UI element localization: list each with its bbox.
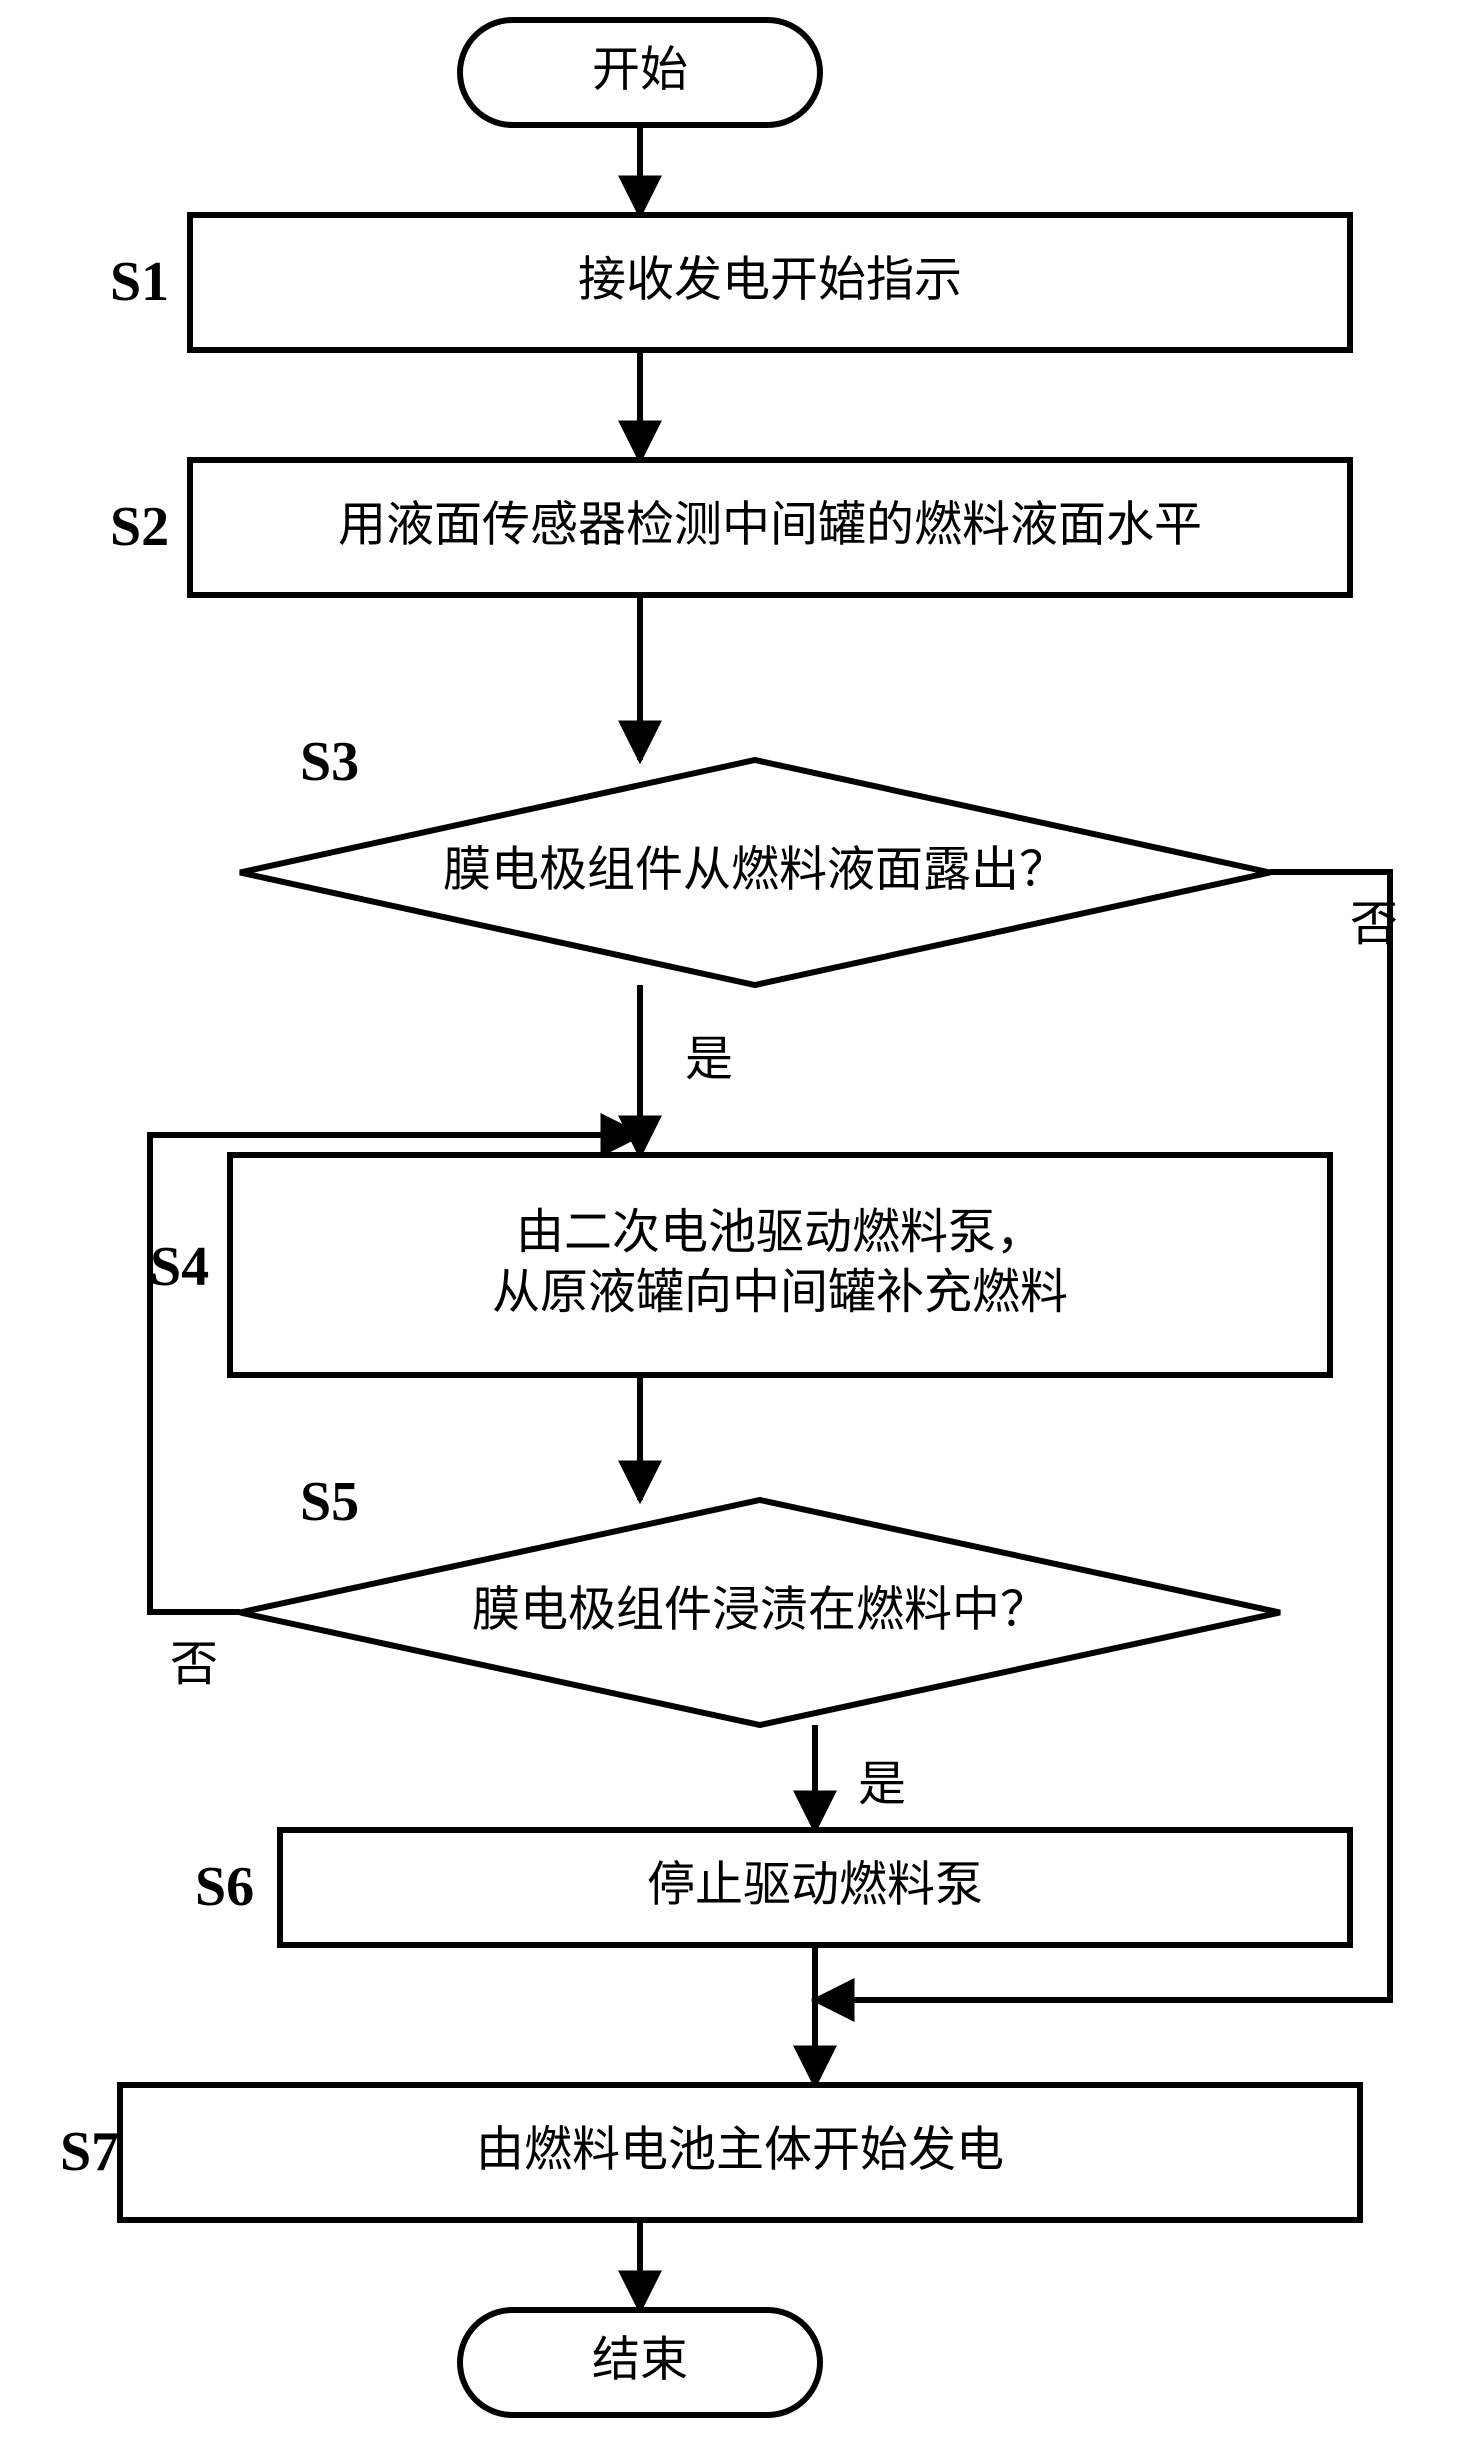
node-s2: 用液面传感器检测中间罐的燃料液面水平 xyxy=(190,460,1350,595)
edge-label: 否 xyxy=(1350,898,1398,951)
node-text: 从原液罐向中间罐补充燃料 xyxy=(492,1266,1068,1319)
step-label: S2 xyxy=(110,496,169,558)
step-label: S4 xyxy=(150,1236,209,1298)
node-s3: 膜电极组件从燃料液面露出？ xyxy=(240,760,1270,985)
node-text: 结束 xyxy=(592,2334,688,2387)
step-label: S6 xyxy=(195,1856,254,1918)
edge-label: 是 xyxy=(685,1033,733,1086)
node-text: 由二次电池驱动燃料泵， xyxy=(516,1206,1044,1259)
step-label: S1 xyxy=(110,251,169,313)
node-s7: 由燃料电池主体开始发电 xyxy=(120,2085,1360,2220)
node-start: 开始 xyxy=(460,20,820,125)
node-end: 结束 xyxy=(460,2310,820,2415)
flowchart-svg: 是否否是开始接收发电开始指示用液面传感器检测中间罐的燃料液面水平膜电极组件从燃料… xyxy=(0,0,1457,2449)
node-s6: 停止驱动燃料泵 xyxy=(280,1830,1350,1945)
node-text: 用液面传感器检测中间罐的燃料液面水平 xyxy=(338,499,1202,552)
node-text: 接收发电开始指示 xyxy=(578,254,962,307)
node-s4: 由二次电池驱动燃料泵， 从原液罐向中间罐补充燃料 xyxy=(230,1155,1330,1375)
step-label: S7 xyxy=(60,2121,119,2183)
node-text: 开始 xyxy=(592,44,688,97)
node-text: 膜电极组件从燃料液面露出？ xyxy=(443,844,1067,897)
edge-label: 是 xyxy=(858,1758,906,1811)
edge-label: 否 xyxy=(170,1638,218,1691)
node-s1: 接收发电开始指示 xyxy=(190,215,1350,350)
node-text: 由燃料电池主体开始发电 xyxy=(476,2124,1004,2177)
step-label: S5 xyxy=(300,1471,359,1533)
node-text: 膜电极组件浸渍在燃料中？ xyxy=(472,1584,1048,1637)
step-label: S3 xyxy=(300,731,359,793)
node-s5: 膜电极组件浸渍在燃料中？ xyxy=(240,1500,1280,1725)
node-text: 停止驱动燃料泵 xyxy=(647,1859,983,1912)
